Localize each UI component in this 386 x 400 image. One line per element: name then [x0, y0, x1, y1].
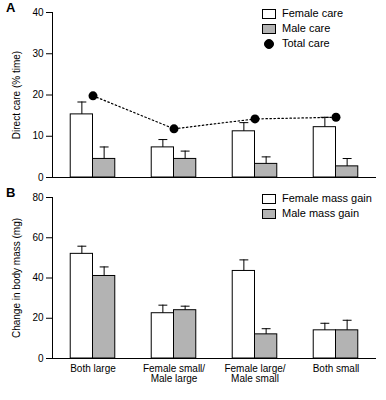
svg-text:Both small: Both small [313, 363, 360, 374]
svg-text:0: 0 [38, 172, 44, 183]
svg-text:Both large: Both large [70, 363, 116, 374]
svg-text:20: 20 [32, 89, 44, 100]
svg-text:10: 10 [32, 130, 44, 141]
svg-text:40: 40 [32, 7, 44, 18]
svg-text:Female large/Male small: Female large/Male small [224, 363, 285, 384]
svg-text:Direct care (% time): Direct care (% time) [11, 51, 22, 139]
html-text:Female care: Female care [282, 7, 344, 19]
svg-text:60: 60 [32, 232, 44, 243]
svg-text:40: 40 [32, 272, 44, 283]
svg-text:20: 20 [32, 312, 44, 323]
html-text:B: B [6, 185, 16, 200]
svg-text:30: 30 [32, 48, 44, 59]
html-text:A: A [6, 0, 16, 15]
html-text:Male mass gain: Male mass gain [282, 207, 359, 219]
svg-text:80: 80 [32, 192, 44, 203]
html-text:Male care: Male care [282, 22, 331, 34]
svg-text:Female small/Male large: Female small/Male large [143, 363, 205, 384]
html-text:Female mass gain: Female mass gain [282, 192, 372, 204]
html-text:Total care: Total care [282, 37, 330, 49]
svg-text:0: 0 [38, 353, 44, 364]
svg-text:Change in body mass (mg): Change in body mass (mg) [11, 218, 22, 338]
